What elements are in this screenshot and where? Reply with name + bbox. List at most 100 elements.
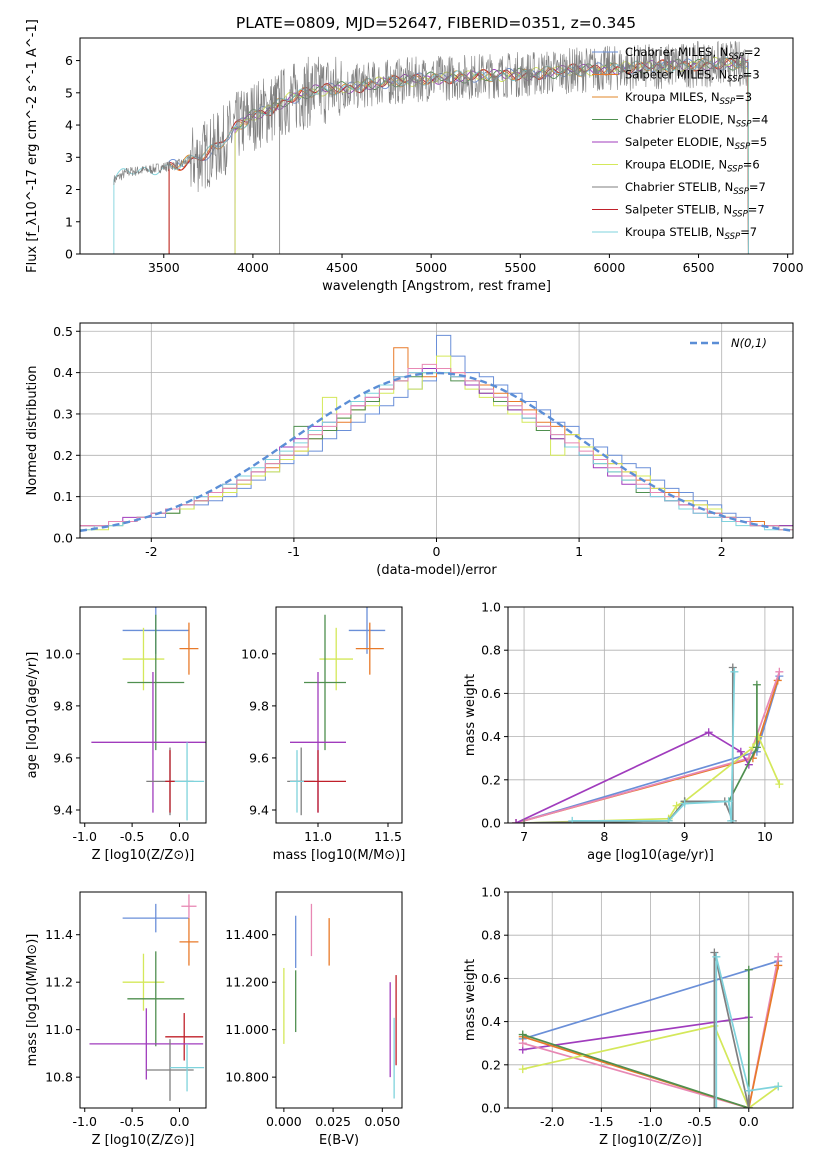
x-axis-label: Z [log10(Z/Z⊙)] bbox=[92, 848, 195, 863]
y-tick-label: 3 bbox=[65, 150, 73, 165]
gaussian-curve bbox=[80, 371, 791, 532]
x-tick-label: 11.0 bbox=[304, 829, 332, 844]
y-axis-label: age [log10(age/yr)] bbox=[25, 652, 40, 779]
x-tick-label: 11.5 bbox=[374, 829, 402, 844]
x-tick-label: -1.5 bbox=[589, 1114, 613, 1129]
weight-marker bbox=[728, 663, 737, 672]
figure-title: PLATE=0809, MJD=52647, FIBERID=0351, z=0… bbox=[236, 14, 636, 32]
weight-marker bbox=[710, 948, 719, 957]
x-tick-label: 10 bbox=[757, 829, 773, 844]
observed-spectrum bbox=[113, 40, 749, 193]
y-tick-label: 0.4 bbox=[481, 1014, 501, 1029]
y-tick-label: 0.5 bbox=[53, 324, 73, 339]
x-tick-label: -1 bbox=[288, 544, 300, 559]
y-tick-label: 0.4 bbox=[481, 729, 501, 744]
x-tick-label: -2.0 bbox=[540, 1114, 564, 1129]
axes-frame bbox=[79, 606, 207, 824]
plot-area bbox=[512, 663, 784, 823]
weight-marker bbox=[774, 952, 783, 961]
x-axis-label: Z [log10(Z/Z⊙)] bbox=[599, 1133, 702, 1148]
y-tick-label: 0.8 bbox=[481, 928, 501, 943]
x-tick-label: -1.0 bbox=[638, 1114, 662, 1129]
y-tick-label: 0.2 bbox=[481, 772, 501, 787]
weight-marker bbox=[672, 801, 681, 810]
y-tick-label: 11.4 bbox=[45, 927, 73, 942]
y-tick-label: 0.3 bbox=[53, 406, 73, 421]
y-tick-label: 1.0 bbox=[481, 600, 501, 615]
x-axis-label: Z [log10(Z/Z⊙)] bbox=[92, 1133, 195, 1148]
y-axis-label: mass weight bbox=[463, 674, 478, 756]
y-axis-label: mass [log10(M/M⊙)] bbox=[25, 934, 40, 1067]
weight-marker bbox=[704, 728, 713, 737]
weight-marker bbox=[736, 747, 745, 756]
x-tick-label: 1 bbox=[575, 544, 583, 559]
axes-frame bbox=[275, 606, 403, 824]
weight-marker bbox=[568, 816, 577, 823]
y-tick-label: 0.4 bbox=[53, 365, 73, 380]
panel-age_vs_mass: 11.0 11.5 9.4 9.6 9.8 10.0 mass [log10(M/M⊙)] bbox=[241, 606, 406, 863]
x-axis-label: wavelength [Angstrom, rest frame] bbox=[322, 279, 551, 294]
y-tick-label: 0.6 bbox=[481, 686, 501, 701]
plot-area bbox=[91, 607, 206, 821]
y-tick-label: 6 bbox=[65, 53, 73, 68]
weight-marker bbox=[774, 961, 783, 970]
x-axis-label: (data-model)/error bbox=[376, 563, 497, 578]
weight-marker bbox=[752, 743, 761, 752]
y-tick-label: 9.8 bbox=[53, 698, 73, 713]
weight-marker bbox=[712, 952, 721, 961]
plot-area bbox=[287, 607, 386, 816]
x-tick-label: 9 bbox=[681, 829, 689, 844]
x-tick-label: 0.0 bbox=[170, 829, 190, 844]
weight-marker bbox=[512, 819, 521, 823]
weight-marker bbox=[774, 1082, 783, 1091]
axes-frame bbox=[79, 37, 794, 255]
legend-entry: Kroupa ELODIE, NSSP=6 bbox=[625, 158, 760, 175]
weight-marker bbox=[520, 819, 529, 823]
y-tick-label: 0.2 bbox=[481, 1057, 501, 1072]
x-tick-label: -0.5 bbox=[120, 1114, 144, 1129]
y-tick-label: 0.6 bbox=[481, 971, 501, 986]
x-tick-label: -2 bbox=[145, 544, 157, 559]
x-tick-label: -1.0 bbox=[73, 829, 97, 844]
panel-mass_weight_vs_Z: -2.0 -1.5 -1.0 -0.5 0.0 0.0 0.2 0.4 0.6 0.8 1.0 Z [… bbox=[463, 885, 794, 1148]
weight-line bbox=[515, 675, 781, 823]
weight-line bbox=[715, 956, 779, 1108]
x-axis-label: mass [log10(M/M⊙)] bbox=[273, 848, 406, 863]
legend-entry: Kroupa MILES, NSSP=3 bbox=[625, 90, 752, 107]
y-tick-label: 11.0 bbox=[45, 1022, 73, 1037]
x-tick-label: 0.025 bbox=[315, 1114, 351, 1129]
legend-entry: Chabrier STELIB, NSSP=7 bbox=[625, 180, 766, 197]
x-tick-label: -1.0 bbox=[73, 1114, 97, 1129]
x-tick-label: 0.0 bbox=[170, 1114, 190, 1129]
axes-frame bbox=[79, 891, 207, 1109]
panel-age_vs_Z: -1.0 -0.5 0.0 9.4 9.6 9.8 10.0 Z [log10(Z/Z⊙)] a… bbox=[25, 606, 207, 863]
weight-marker bbox=[754, 732, 763, 741]
weight-line bbox=[515, 671, 781, 823]
plot-area bbox=[80, 334, 793, 538]
weight-marker bbox=[664, 816, 673, 823]
x-tick-label: 0 bbox=[433, 544, 441, 559]
weight-marker bbox=[724, 797, 733, 806]
y-tick-label: 10.0 bbox=[45, 646, 73, 661]
panel-spectrum: 3500 4000 4500 5000 5500 6000 6500 7000 0 1 2 3 4 5 6 w… bbox=[25, 19, 804, 294]
legend-entry: Chabrier ELODIE, NSSP=4 bbox=[625, 113, 768, 130]
legend-entry: N(0,1) bbox=[731, 336, 767, 350]
x-tick-label: 8 bbox=[600, 829, 608, 844]
x-tick-label: -0.5 bbox=[120, 829, 144, 844]
x-tick-label: 5000 bbox=[415, 260, 447, 275]
legend-entry: Kroupa STELIB, NSSP=7 bbox=[625, 225, 757, 242]
legend-entry: Salpeter STELIB, NSSP=7 bbox=[625, 203, 765, 220]
weight-line bbox=[522, 1024, 779, 1108]
y-tick-label: 11.2 bbox=[45, 975, 73, 990]
y-tick-label: 0.1 bbox=[53, 489, 73, 504]
weight-line bbox=[515, 731, 750, 823]
legend-entry: Chabrier MILES, NSSP=2 bbox=[625, 45, 761, 62]
y-tick-label: 0.0 bbox=[481, 1101, 501, 1116]
plot-area bbox=[113, 40, 749, 254]
weight-line bbox=[572, 671, 736, 822]
panel-mass_vs_EBV: 0.000 0.025 0.050 10.800 11.000 11.200 11.400 E… bbox=[225, 891, 403, 1148]
y-tick-label: 4 bbox=[65, 118, 73, 133]
y-tick-label: 9.8 bbox=[249, 698, 269, 713]
weight-marker bbox=[712, 1104, 721, 1108]
